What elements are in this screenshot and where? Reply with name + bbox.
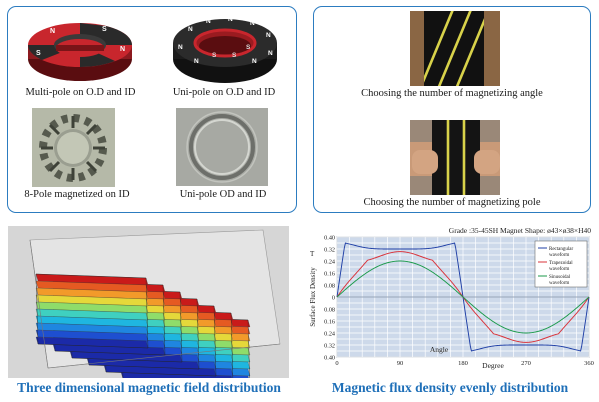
x-tick-label: 270 bbox=[521, 360, 531, 367]
flux-density-caption: Magnetic flux density evenly distributio… bbox=[331, 380, 569, 395]
legend-label: waveform bbox=[549, 281, 569, 286]
ring-pole-label: N bbox=[188, 26, 193, 33]
y-tick-label: 0.16 bbox=[324, 271, 335, 278]
x-axis-unit-label: Degree bbox=[482, 361, 504, 370]
ring-pole-label: N bbox=[266, 32, 271, 39]
y-tick-label: 0.32 bbox=[324, 247, 335, 254]
three-dimensional-caption: Three dimensional magnetic field distrib… bbox=[17, 380, 281, 395]
y-tick-label: 0.08 bbox=[324, 307, 335, 314]
magnetizing-angle-caption: Choosing the number of magnetizing angle bbox=[361, 88, 543, 99]
axis-line bbox=[47, 343, 281, 369]
ring-pole-label: N bbox=[194, 58, 199, 65]
magnetizing-options-panel: Choosing the number of magnetizing angle… bbox=[313, 6, 591, 213]
surface-band bbox=[35, 294, 149, 307]
ring-pole-label: N bbox=[206, 18, 211, 25]
magnetizing-pole-caption: Choosing the number of magnetizing pole bbox=[363, 197, 541, 208]
ring-pole-label: S bbox=[36, 50, 41, 57]
field-surface-plot bbox=[8, 226, 289, 378]
legend-label: waveform bbox=[549, 267, 569, 272]
legend-label: waveform bbox=[549, 253, 569, 258]
y-tick-label: 0 bbox=[332, 295, 335, 302]
eight-pole-film-image bbox=[32, 108, 115, 187]
ring-pole-label: N bbox=[178, 44, 183, 51]
y-tick-label: 0.40 bbox=[324, 355, 335, 362]
y-axis-label: Surface Flux Density bbox=[309, 267, 317, 327]
y-tick-label: 0.08 bbox=[324, 283, 335, 290]
ring-pole-label: N bbox=[50, 28, 55, 35]
multi-pole-caption: Multi-pole on O.D and ID bbox=[25, 87, 136, 98]
legend-label: Rectangular bbox=[549, 247, 573, 252]
magnetizing-angle-image bbox=[410, 11, 500, 86]
x-tick-label: 0 bbox=[335, 360, 338, 367]
unit-label: T bbox=[310, 250, 315, 258]
series-lines bbox=[336, 242, 590, 352]
axis-line bbox=[29, 239, 49, 369]
ring-pole-label: N bbox=[120, 46, 125, 53]
legend-label: Trapezoidal bbox=[549, 261, 573, 266]
multi-pole-ring-image: N S N S bbox=[28, 23, 132, 81]
y-tick-label: 0.40 bbox=[324, 235, 335, 242]
surface-outline bbox=[35, 273, 149, 349]
surface-band bbox=[35, 280, 149, 293]
ring-pole-label: S bbox=[102, 26, 107, 33]
magnetization-types-panel: N S N S Multi-pole on O.D and ID N N N N… bbox=[7, 6, 297, 213]
ring-pole-label: S bbox=[232, 52, 237, 59]
legend-box bbox=[534, 240, 588, 288]
ring-pole-label: N bbox=[250, 20, 255, 27]
uni-pole-caption: Uni-pole on O.D and ID bbox=[172, 87, 276, 98]
y-tick-label: 0.32 bbox=[324, 343, 335, 350]
chart-header: Grade :35-45SH Magnet Shape: ø43×ø38×H40 bbox=[449, 226, 591, 235]
legend-label: Sinusoidal bbox=[549, 275, 571, 280]
x-tick-label: 180 bbox=[458, 360, 468, 367]
y-tick-label: 0.24 bbox=[324, 259, 335, 266]
x-tick-label: 90 bbox=[397, 360, 404, 367]
uni-pole-ring-image: N N N N N N N N N S S S bbox=[173, 16, 277, 83]
ring-pole-label: S bbox=[212, 52, 217, 59]
series-line bbox=[336, 260, 590, 334]
uni-pole-film-image bbox=[176, 108, 268, 186]
three-dimensional-field-plot bbox=[8, 226, 289, 378]
eight-pole-caption: 8-Pole magnetized on ID bbox=[24, 189, 130, 200]
magnetizing-pole-image bbox=[410, 120, 500, 195]
ring-pole-label: S bbox=[246, 44, 251, 51]
x-axis: 0 90 180 270 360 bbox=[335, 360, 594, 367]
flux-density-chart: Grade :35-45SH Magnet Shape: ø43×ø38×H40… bbox=[309, 226, 594, 370]
y-axis: 0.40 0.32 0.24 0.16 0.08 0 0.08 0.16 0.24 0.32 0.4… bbox=[324, 235, 335, 362]
x-axis-label: Angle bbox=[430, 345, 449, 354]
x-tick-label: 360 bbox=[584, 360, 594, 367]
ring-pole-label: N bbox=[252, 58, 257, 65]
y-tick-label: 0.16 bbox=[324, 319, 335, 326]
uni-pole-od-id-caption: Uni-pole OD and ID bbox=[179, 189, 267, 200]
legend: RectangularwaveformTrapezoidalwaveformSi… bbox=[534, 240, 588, 288]
ring-pole-label: N bbox=[228, 16, 233, 23]
y-tick-label: 0.24 bbox=[324, 331, 335, 338]
surface-band bbox=[35, 301, 149, 314]
ring-pole-label: N bbox=[268, 50, 273, 57]
